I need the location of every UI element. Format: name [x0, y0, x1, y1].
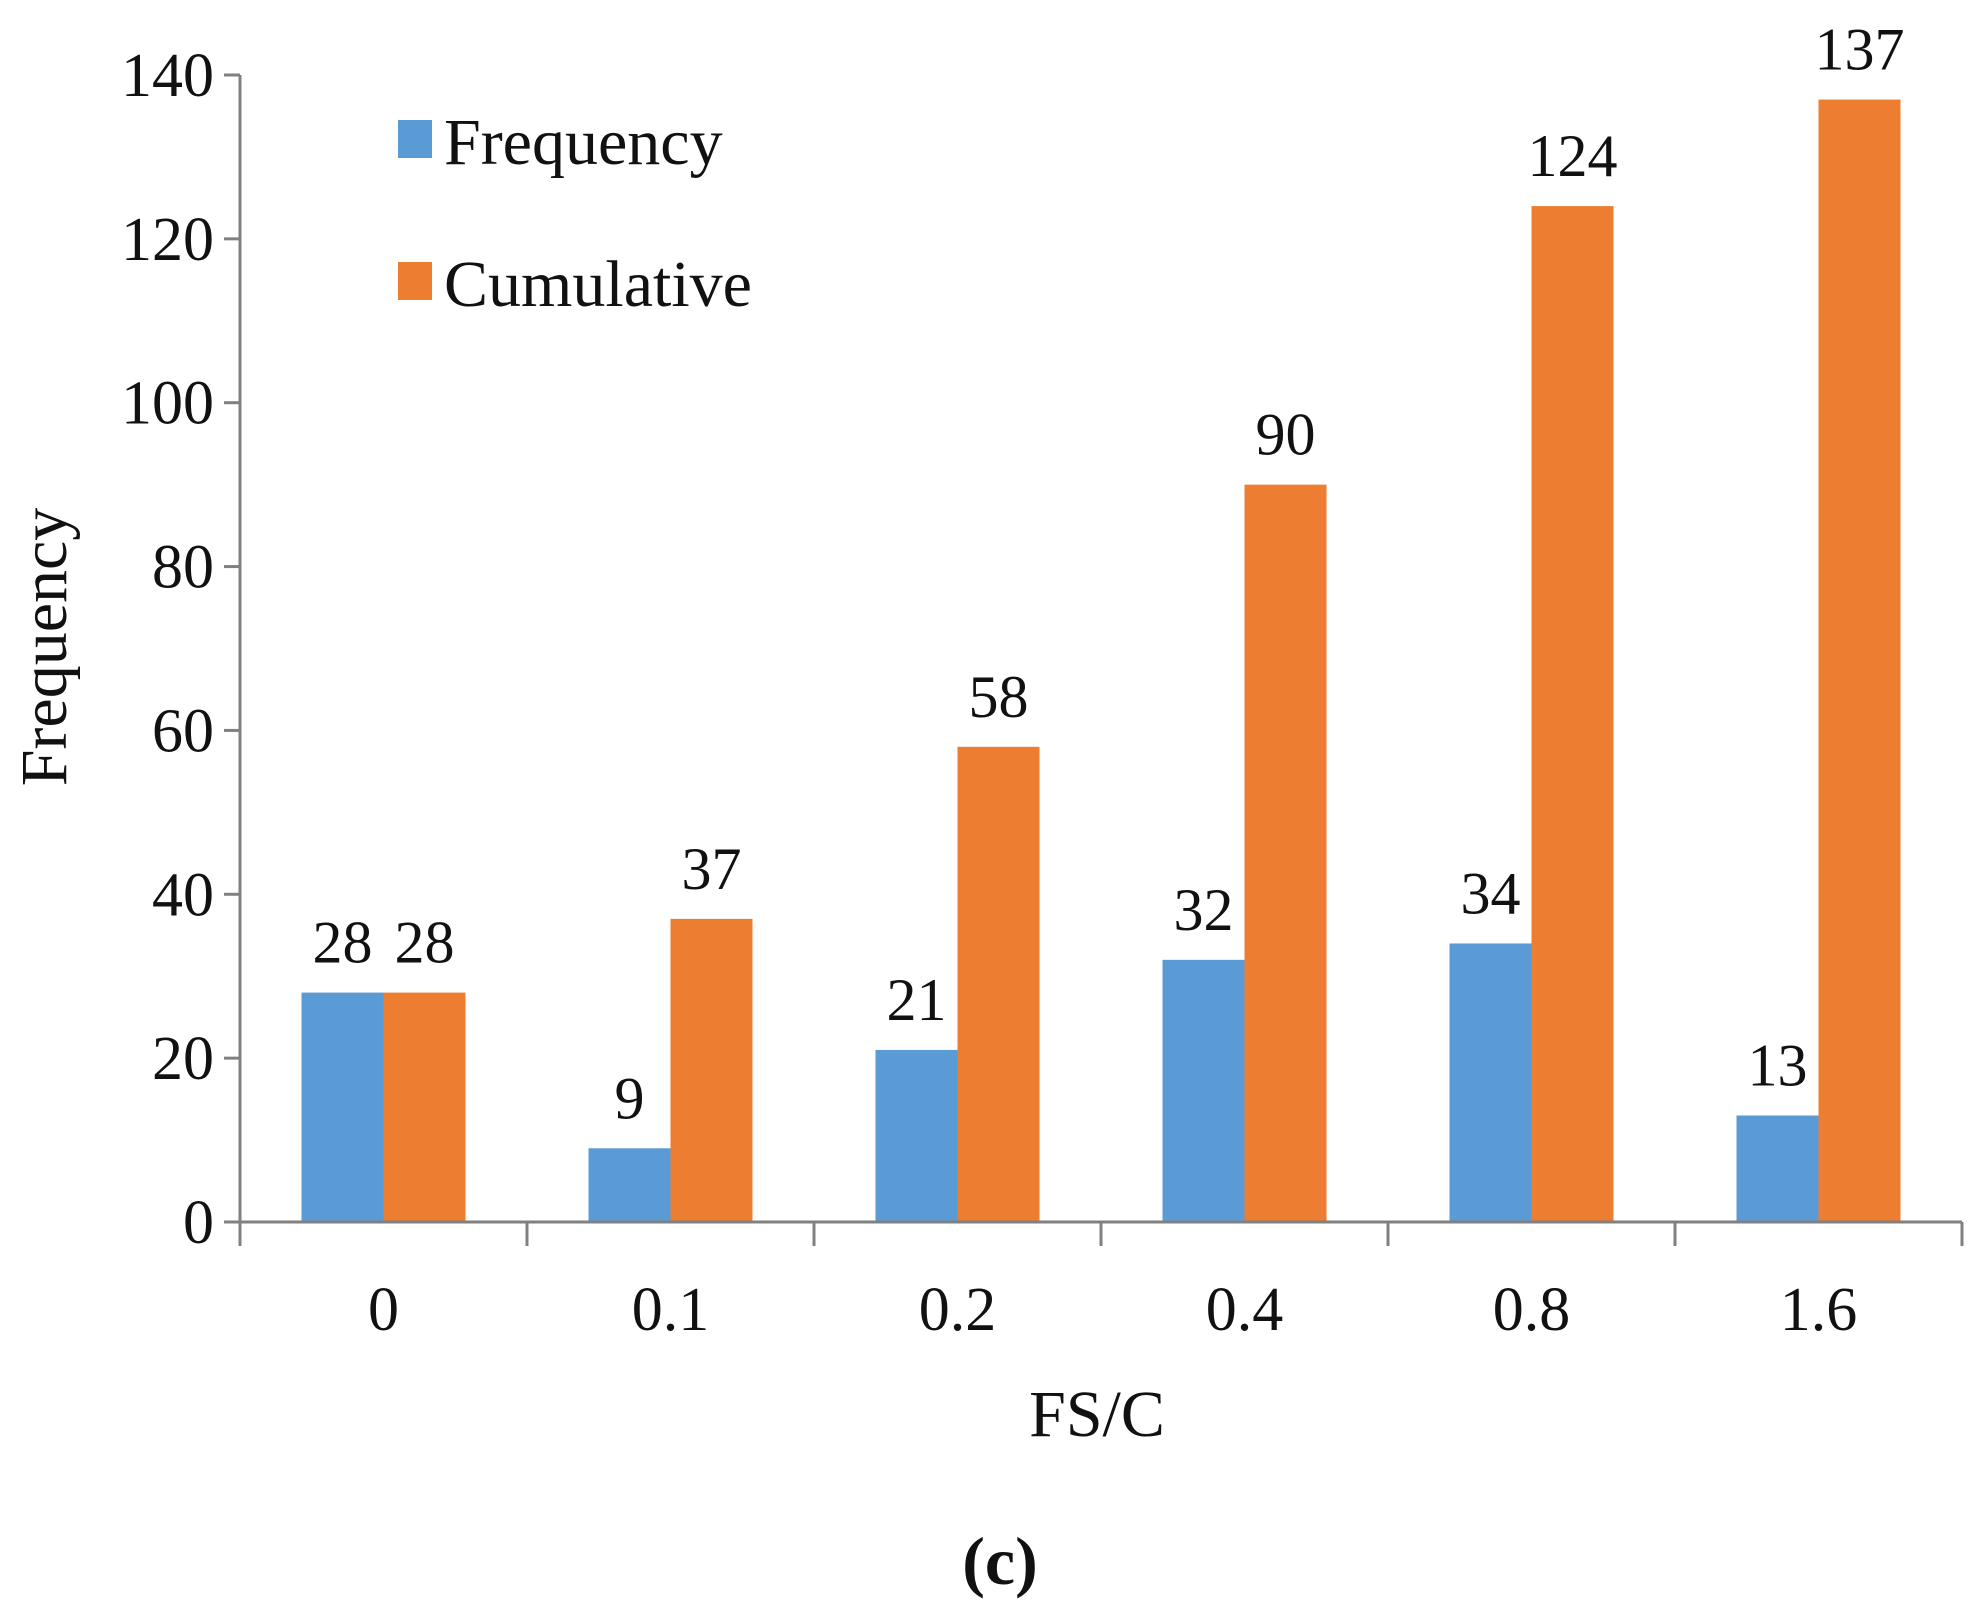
data-label-frequency-0.2: 21: [887, 967, 947, 1033]
data-label-frequency-1.6: 13: [1748, 1032, 1808, 1098]
data-label-frequency-0: 28: [313, 910, 373, 976]
y-tick-label-140: 140: [121, 42, 214, 110]
bar-frequency-0.1: [588, 1148, 671, 1222]
bar-frequency-1.6: [1736, 1115, 1819, 1222]
data-label-cumulative-0.1: 37: [682, 836, 742, 902]
y-tick-label-20: 20: [152, 1025, 214, 1093]
bar-frequency-0.4: [1162, 959, 1245, 1222]
bar-frequency-0: [301, 992, 384, 1222]
legend-label-frequency: Frequency: [444, 106, 723, 179]
legend-label-cumulative: Cumulative: [444, 248, 752, 321]
y-tick-label-60: 60: [152, 697, 214, 765]
x-ticks-group: 0 0.1 0.2 0.4 0.8 1.6: [238, 1222, 1964, 1344]
data-labels-group: 28 28 9 37 21 58 32 90 34 124 13 137: [313, 17, 1905, 1132]
x-tick-label-0: 0: [368, 1276, 399, 1344]
bar-cumulative-0.1: [670, 918, 753, 1222]
x-tick-label-0.8: 0.8: [1493, 1276, 1571, 1344]
data-label-cumulative-0: 28: [395, 910, 455, 976]
legend-swatch-frequency: [398, 120, 432, 158]
data-label-cumulative-0.8: 124: [1528, 123, 1618, 189]
data-label-cumulative-0.4: 90: [1256, 402, 1316, 468]
panel-label: (c): [962, 1523, 1037, 1599]
y-axis-title: Frequency: [8, 508, 81, 787]
x-tick-label-1.6: 1.6: [1780, 1276, 1858, 1344]
bars-group: [301, 99, 1901, 1223]
x-tick-label-0.4: 0.4: [1206, 1276, 1284, 1344]
data-label-frequency-0.1: 9: [615, 1065, 645, 1131]
bar-frequency-0.2: [875, 1049, 958, 1222]
data-label-cumulative-1.6: 137: [1815, 17, 1905, 83]
bar-cumulative-0: [383, 992, 466, 1222]
x-axis-title: FS/C: [1029, 1378, 1165, 1451]
x-tick-label-0.2: 0.2: [919, 1276, 997, 1344]
bar-cumulative-0.4: [1244, 484, 1327, 1223]
bar-cumulative-0.2: [957, 746, 1040, 1222]
bar-cumulative-0.8: [1531, 206, 1614, 1223]
y-ticks-group: 0 20 40 60 80 100 120 140: [121, 42, 240, 1257]
data-label-cumulative-0.2: 58: [969, 664, 1029, 730]
legend-swatch-cumulative: [398, 262, 432, 300]
legend: Frequency Cumulative: [398, 106, 752, 321]
x-tick-label-0.1: 0.1: [632, 1276, 710, 1344]
bar-cumulative-1.6: [1818, 99, 1901, 1222]
data-label-frequency-0.8: 34: [1461, 860, 1521, 926]
bar-frequency-0.8: [1449, 943, 1532, 1222]
y-tick-label-100: 100: [121, 370, 214, 438]
y-tick-label-40: 40: [152, 861, 214, 929]
y-tick-label-120: 120: [121, 206, 214, 274]
y-tick-label-0: 0: [183, 1189, 214, 1257]
y-tick-label-80: 80: [152, 534, 214, 602]
data-label-frequency-0.4: 32: [1174, 877, 1234, 943]
